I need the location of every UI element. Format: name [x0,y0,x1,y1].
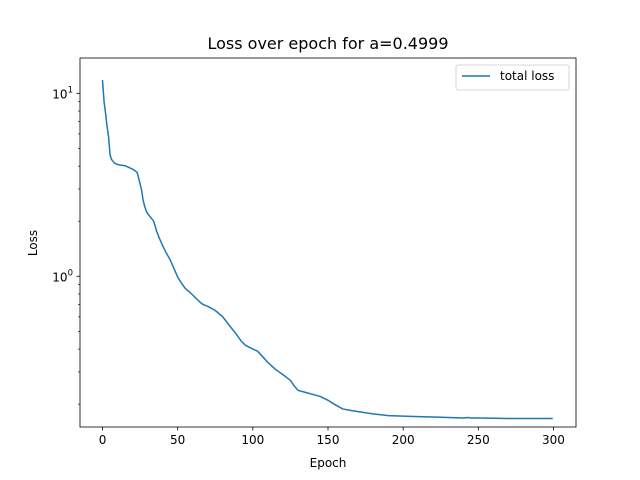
plot-area [80,58,576,427]
x-tick-label: 100 [241,433,264,447]
legend-box [455,64,570,91]
x-axis-label: Epoch [310,456,347,470]
y-tick-label: 101 [52,85,73,101]
axes-background [80,58,576,427]
legend: total loss [455,64,570,91]
y-axis-label: Loss [26,230,40,256]
x-tick-label: 50 [170,433,185,447]
x-axis-ticks: 0 50 100 150 200 250 300 [99,427,565,447]
axes-frame [79,57,577,428]
chart-title: Loss over epoch for a=0.4999 [207,34,448,53]
x-tick-label: 200 [392,433,415,447]
x-tick-label: 0 [99,433,107,447]
y-tick-label: 100 [52,268,73,284]
series-layer [101,80,553,420]
x-tick-label: 250 [467,433,490,447]
y-axis-ticks: 100 101 [52,85,80,405]
x-tick-label: 300 [542,433,565,447]
series-line-0 [101,80,553,420]
legend-label-total-loss: total loss [500,69,554,83]
x-tick-label: 150 [317,433,340,447]
